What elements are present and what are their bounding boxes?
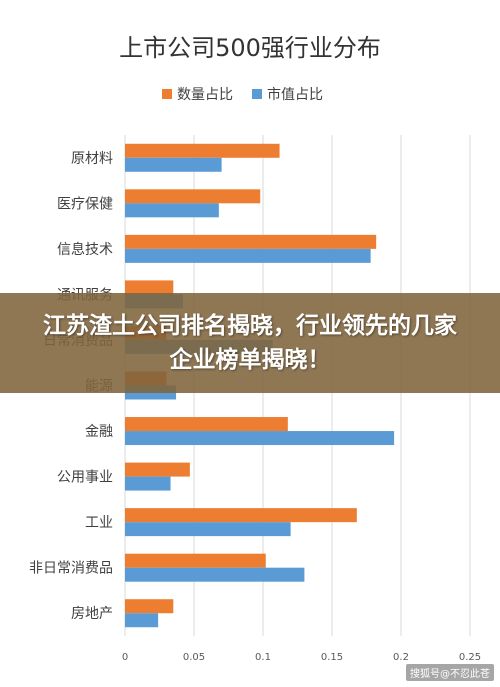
bar-count-1	[125, 143, 280, 158]
category-label: 金融	[85, 424, 113, 440]
category-label: 房地产	[71, 606, 113, 622]
watermark: 搜狐号@不忍此苍	[406, 664, 494, 681]
bar-value-7	[125, 431, 395, 446]
x-tick-label: 0.05	[183, 652, 205, 663]
bar-value-9	[125, 522, 291, 537]
bar-count-2	[125, 189, 261, 204]
x-tick-label: 0.2	[393, 652, 409, 663]
x-tick-label: 0.1	[255, 652, 271, 663]
legend-label-2: 市值占比	[267, 86, 323, 103]
legend-swatch-1	[162, 89, 172, 99]
category-label: 医疗保健	[57, 196, 113, 212]
bar-value-2	[125, 203, 219, 218]
bar-value-8	[125, 476, 171, 491]
headline-banner: 江苏渣土公司排名揭晓，行业领先的几家企业榜单揭晓！	[0, 293, 500, 393]
bar-value-3	[125, 248, 371, 263]
bar-count-4	[125, 280, 174, 295]
bar-count-3	[125, 234, 377, 249]
category-label: 工业	[85, 515, 113, 531]
x-tick-label: 0.15	[321, 652, 343, 663]
bar-value-1	[125, 157, 222, 172]
x-tick-label: 0	[122, 652, 128, 663]
bar-value-11	[125, 613, 159, 628]
category-label: 信息技术	[57, 241, 113, 258]
category-label: 公用事业	[57, 470, 113, 486]
bar-count-9	[125, 508, 357, 523]
legend-swatch-2	[252, 89, 262, 99]
category-label: 原材料	[71, 151, 113, 167]
bar-count-8	[125, 462, 190, 477]
bar-count-11	[125, 599, 174, 614]
bar-value-10	[125, 567, 305, 582]
category-label: 非日常消费品	[29, 561, 113, 577]
headline-text: 江苏渣土公司排名揭晓，行业领先的几家企业榜单揭晓！	[43, 313, 457, 373]
x-tick-label: 0.25	[459, 652, 481, 663]
bar-count-10	[125, 553, 266, 568]
chart-title: 上市公司500强行业分布	[119, 34, 381, 62]
legend-label-1: 数量占比	[177, 87, 233, 103]
bar-count-7	[125, 417, 288, 432]
